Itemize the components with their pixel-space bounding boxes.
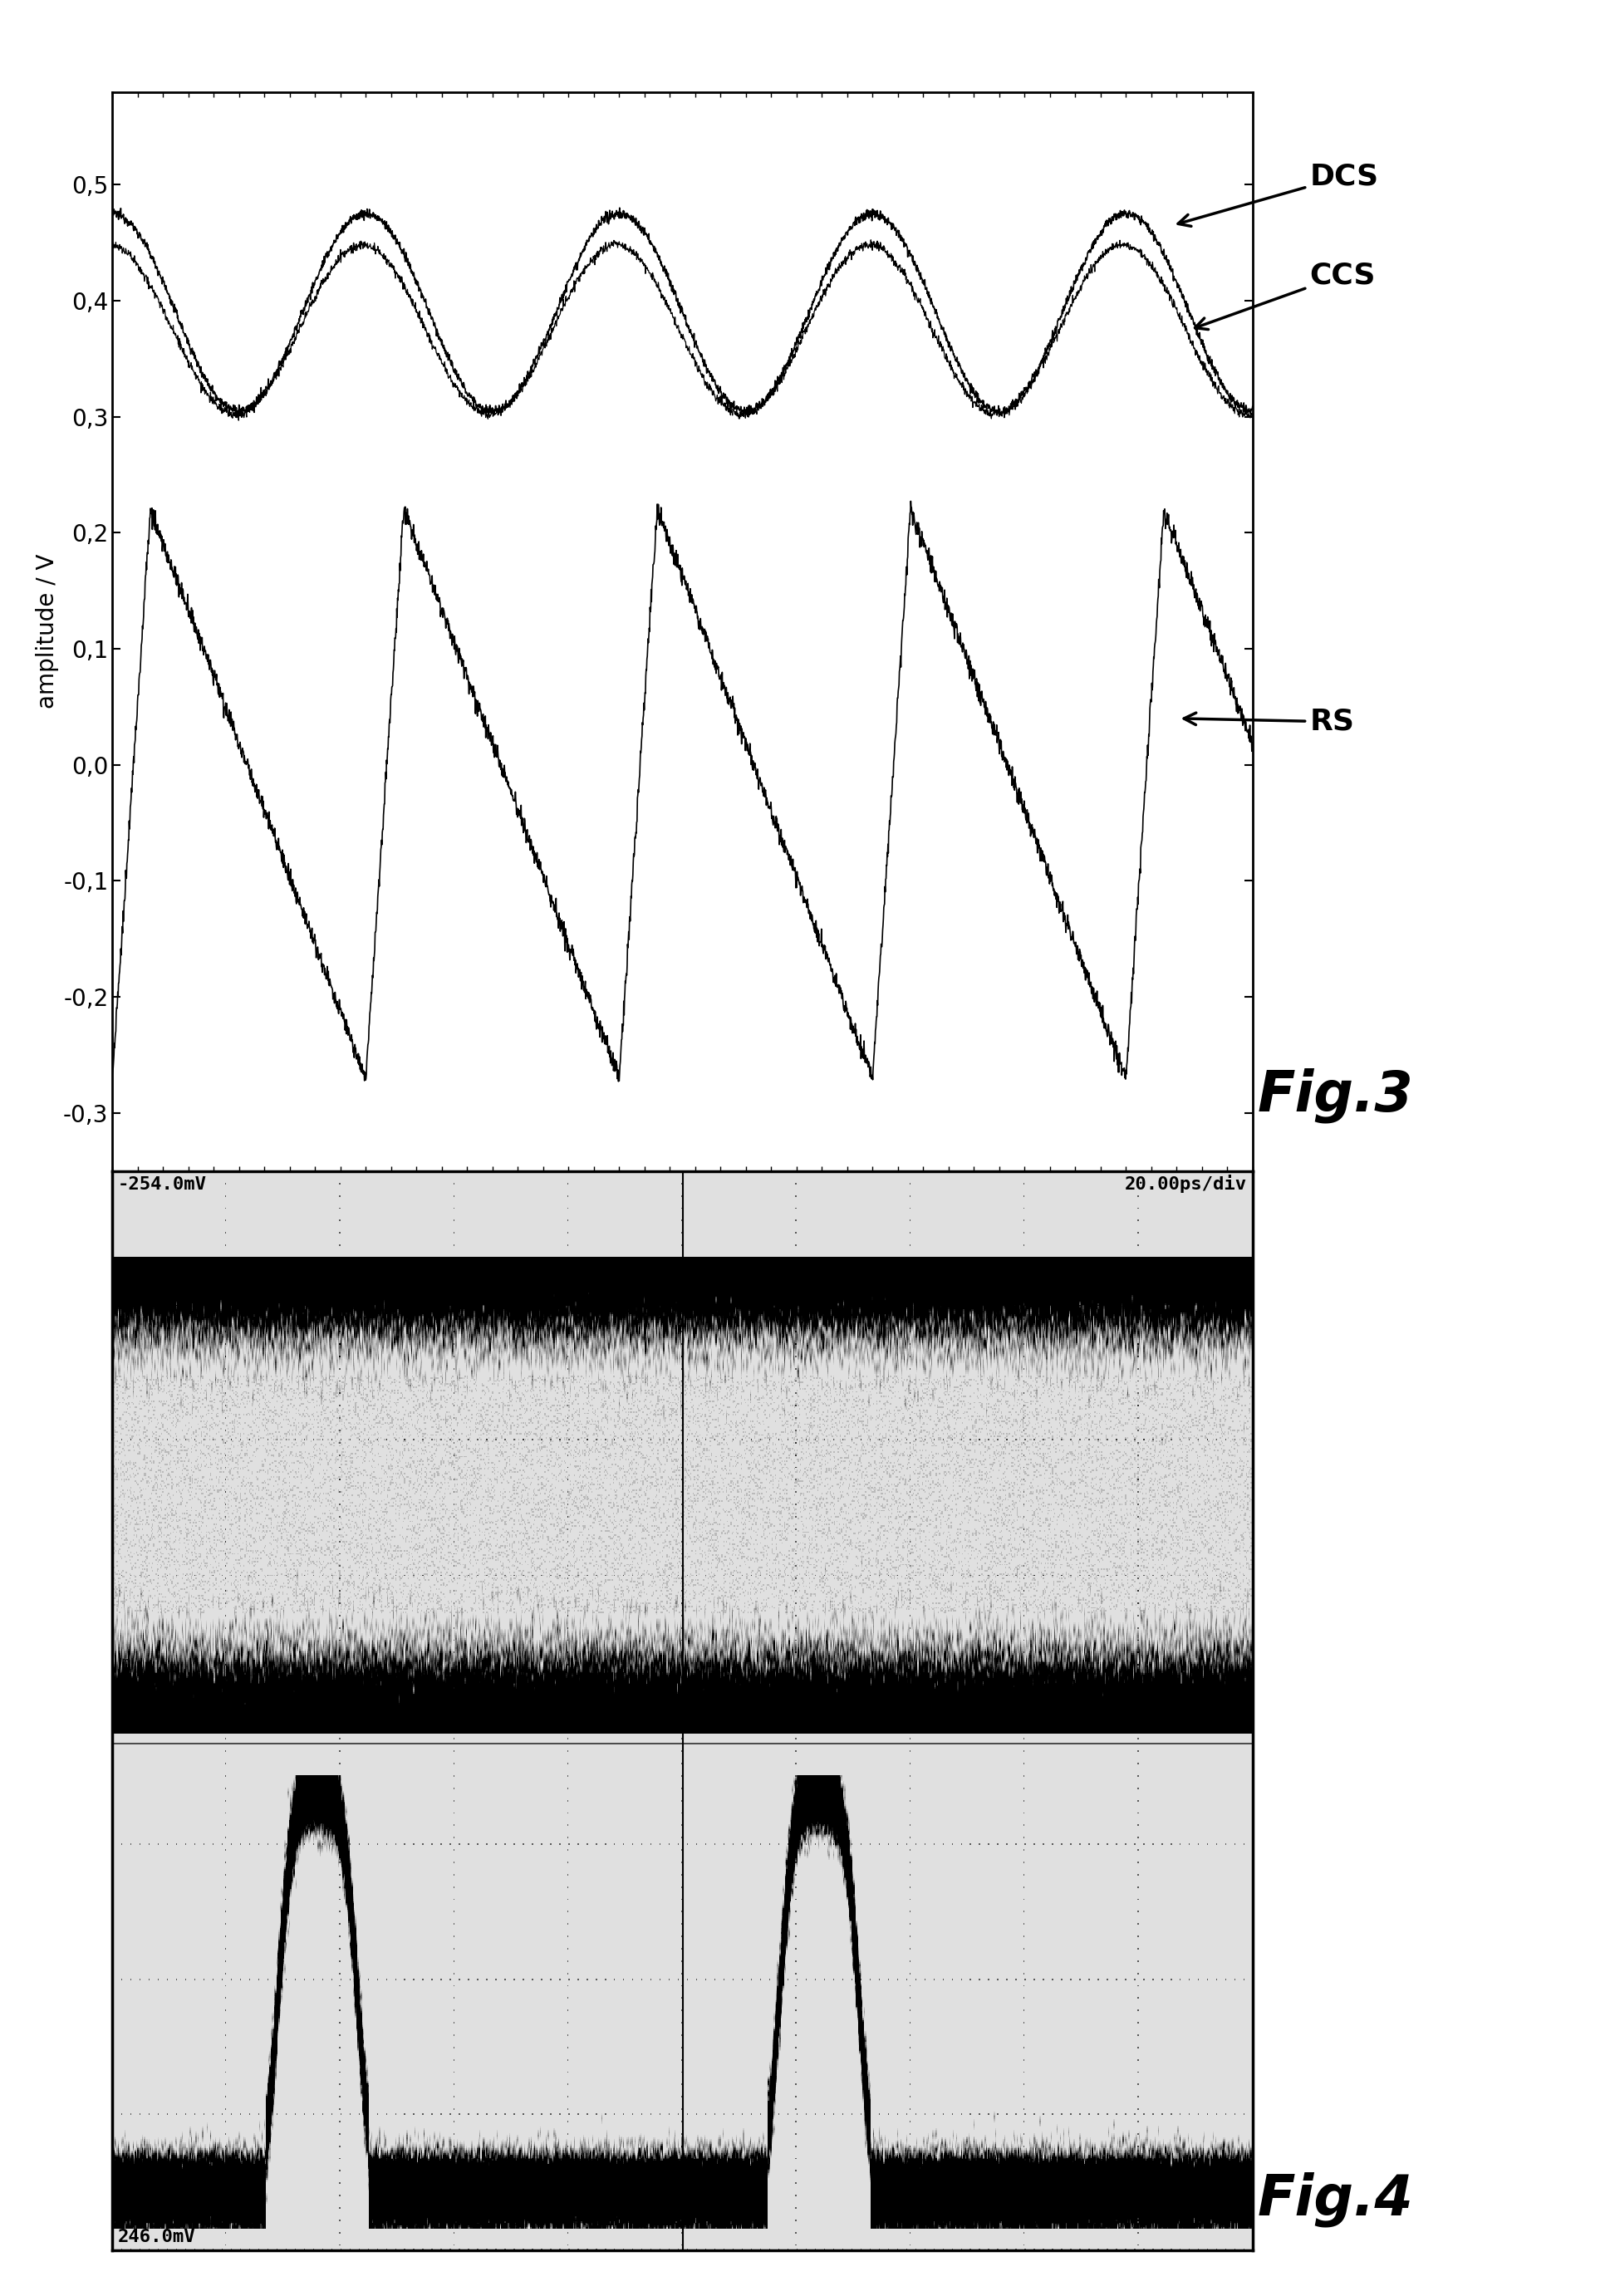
Y-axis label: amplitude / V: amplitude / V xyxy=(35,553,58,709)
X-axis label: relative phase: relative phase xyxy=(592,1180,772,1203)
Text: CCS: CCS xyxy=(1194,262,1375,328)
Text: DCS: DCS xyxy=(1178,163,1379,227)
Text: m: m xyxy=(122,1658,128,1669)
Text: Fig.3: Fig.3 xyxy=(1257,1068,1412,1123)
Text: RS: RS xyxy=(1183,707,1353,735)
Text: 246.0mV: 246.0mV xyxy=(119,2229,196,2245)
Text: Fig.4: Fig.4 xyxy=(1257,2172,1412,2227)
Text: -254.0mV: -254.0mV xyxy=(119,1176,207,1192)
Text: 20.00ps/div: 20.00ps/div xyxy=(1124,1173,1245,1192)
